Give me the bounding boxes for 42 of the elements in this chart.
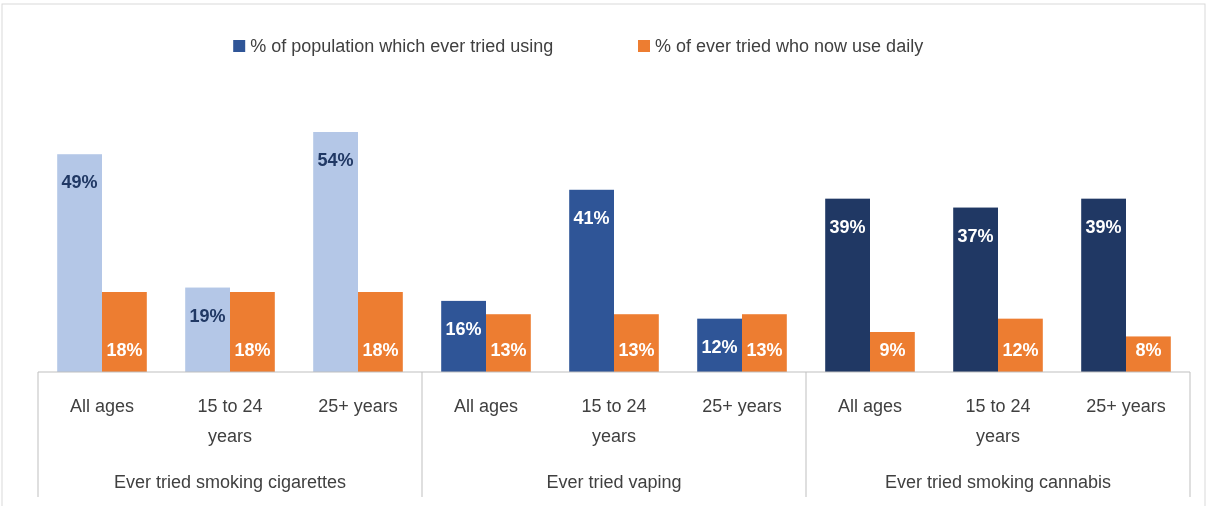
bar xyxy=(358,292,403,372)
bar xyxy=(313,132,358,372)
x-tick-label: All ages xyxy=(453,396,519,416)
data-label: 54% xyxy=(317,150,354,170)
data-label: 49% xyxy=(61,172,98,193)
x-tick-label: 15 to 24 years xyxy=(197,396,263,446)
data-label: 16% xyxy=(445,318,482,339)
text: Ever tried smoking cigarettes xyxy=(113,472,347,492)
x-tick-label: 25+ years xyxy=(1086,396,1166,416)
x-tick-label: 15 to 24 years xyxy=(965,396,1031,446)
data-label: 41% xyxy=(573,207,610,228)
bar xyxy=(569,189,614,372)
x-tick-label: All ages xyxy=(69,396,135,416)
data-label: 9% xyxy=(879,340,906,360)
text: Ever tried smoking cannabis xyxy=(884,472,1112,492)
data-label: 12% xyxy=(1002,340,1039,360)
data-label: 8% xyxy=(1135,340,1162,360)
bar xyxy=(825,198,870,372)
data-label: 19% xyxy=(189,305,226,326)
data-label: 39% xyxy=(829,216,866,237)
data-label: 13% xyxy=(490,340,527,360)
data-label: 18% xyxy=(106,340,143,360)
bar xyxy=(102,292,147,372)
data-label: 12% xyxy=(701,336,738,357)
text: Ever tried vaping xyxy=(546,472,682,492)
x-tick-label: 15 to 24 years xyxy=(581,396,647,446)
bar xyxy=(230,292,275,372)
data-label: 37% xyxy=(957,225,994,246)
x-tick-label: 25+ years xyxy=(702,396,782,416)
data-label: 39% xyxy=(1085,216,1122,237)
bar xyxy=(1081,198,1126,372)
x-tick-label: All ages xyxy=(837,396,903,416)
x-tick-label: 25+ years xyxy=(318,396,398,416)
data-label: 13% xyxy=(746,340,783,360)
legend-label: % of ever tried who now use daily xyxy=(655,36,924,56)
bar xyxy=(57,154,102,372)
legend-label: % of population which ever tried using xyxy=(250,36,554,56)
bar xyxy=(185,287,230,372)
data-label: 18% xyxy=(362,340,399,360)
bar xyxy=(953,207,998,372)
data-label: 18% xyxy=(234,340,271,360)
data-label: 13% xyxy=(618,340,655,360)
